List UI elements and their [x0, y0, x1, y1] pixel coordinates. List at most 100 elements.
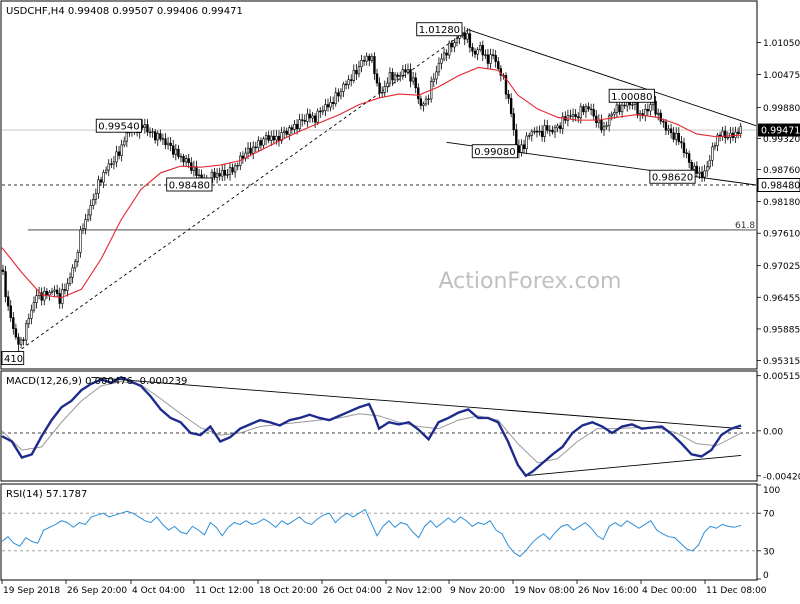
- candle-body: [120, 144, 123, 156]
- time-tick-label: 4 Dec 00:00: [642, 586, 697, 596]
- candle-body: [497, 61, 500, 69]
- candle-body: [99, 179, 103, 183]
- candle-body: [440, 58, 443, 64]
- candle-body: [491, 54, 495, 56]
- candle-body: [89, 205, 92, 216]
- candle-body: [153, 131, 157, 141]
- candle-body: [179, 156, 183, 158]
- candle-body: [442, 52, 446, 60]
- label-095410-box: [1, 351, 25, 366]
- candle-body: [613, 112, 616, 115]
- candle-body: [494, 55, 497, 62]
- candle-body: [223, 169, 227, 176]
- candle-body: [94, 193, 98, 200]
- candle-body: [48, 292, 51, 296]
- candle-body: [285, 130, 288, 135]
- candle-body: [368, 55, 371, 61]
- candle-body: [267, 135, 270, 141]
- candle-body: [509, 98, 513, 114]
- candle-body: [602, 126, 606, 131]
- candle-body: [716, 134, 719, 146]
- candle-body: [184, 158, 188, 163]
- candle-body: [172, 145, 175, 155]
- candle-body: [378, 82, 381, 93]
- candle-body: [391, 72, 394, 81]
- candle-body: [337, 92, 340, 97]
- candle-body: [558, 125, 562, 129]
- candle-body: [546, 125, 549, 131]
- candle-body: [476, 49, 479, 55]
- candle-body: [246, 147, 250, 154]
- label-098620: 0.98620: [649, 169, 696, 184]
- candle-body: [450, 42, 454, 48]
- candle-body: [321, 110, 325, 113]
- candle-body: [486, 54, 490, 64]
- candle-body: [66, 283, 69, 291]
- candle-body: [226, 174, 229, 176]
- macd-tick-label: -0.004209: [763, 472, 800, 482]
- candle-body: [618, 104, 621, 113]
- candle-body: [221, 169, 224, 177]
- candle-body: [19, 339, 23, 345]
- candle-body: [30, 309, 33, 319]
- candle-body: [533, 130, 536, 133]
- rsi-tick-label: 0: [763, 571, 769, 581]
- candle-body: [197, 174, 201, 177]
- macd-line: [1, 376, 742, 478]
- price-tick-label: 0.95315: [763, 357, 800, 367]
- price-tick-label: 0.96455: [763, 294, 800, 304]
- candle-body: [435, 71, 438, 80]
- label-095410-text: 410: [4, 354, 23, 365]
- time-tick-label: 18 Oct 20:00: [259, 586, 318, 596]
- candle-body: [577, 116, 580, 119]
- candle-body: [463, 32, 466, 40]
- label-098480-text: 0.98480: [169, 181, 210, 192]
- level-098480-marker: 0.98480: [757, 178, 800, 192]
- candle-body: [551, 129, 554, 133]
- candle-body: [249, 147, 252, 154]
- candle-body: [298, 119, 301, 130]
- label-099080-box: [471, 144, 519, 159]
- candle-body: [360, 60, 363, 67]
- price-tick-label: 0.99320: [763, 135, 800, 145]
- candle-body: [455, 38, 459, 43]
- candle-body: [595, 115, 598, 124]
- candle-body: [528, 135, 531, 137]
- candle-body: [388, 72, 392, 84]
- rsi-pane: RSI(14) 57.1787: [1, 489, 756, 558]
- candle-body: [417, 87, 420, 100]
- time-tick-label: 9 Nov 20:00: [450, 586, 505, 596]
- label-098620-box: [649, 169, 696, 184]
- candle-body: [693, 165, 696, 170]
- candle-body: [231, 167, 234, 173]
- candle-body: [690, 162, 693, 170]
- candle-body: [344, 83, 348, 86]
- candle-body: [380, 92, 384, 94]
- time-tick-label: 26 Oct 04:00: [323, 586, 382, 596]
- candle-body: [386, 82, 389, 87]
- candle-body: [313, 115, 317, 123]
- candle-body: [597, 119, 601, 124]
- candle-body: [680, 141, 683, 144]
- candle-body: [17, 336, 20, 345]
- level-098480-axis-label: 0.98480: [761, 181, 800, 192]
- candle-body: [432, 78, 435, 82]
- candle-body: [50, 290, 54, 293]
- macd-title: MACD(12,26,9) 0.000476 -0.000239: [6, 376, 187, 387]
- candle-body: [399, 75, 402, 77]
- candle-body: [471, 47, 474, 52]
- candle-body: [437, 62, 441, 73]
- rsi-tick-label: 100: [763, 486, 780, 496]
- candle-body: [659, 112, 662, 122]
- candle-body: [45, 290, 49, 296]
- candle-body: [316, 110, 319, 123]
- label-100080: 1.00080: [608, 88, 655, 103]
- label-101280-text: 1.01280: [419, 25, 460, 36]
- candle-body: [530, 131, 533, 136]
- rsi-tick-label: 70: [763, 510, 775, 520]
- candle-body: [669, 128, 673, 134]
- candle-body: [293, 123, 296, 130]
- candle-body: [107, 163, 110, 171]
- candle-body: [4, 271, 7, 298]
- candle-body: [649, 104, 652, 112]
